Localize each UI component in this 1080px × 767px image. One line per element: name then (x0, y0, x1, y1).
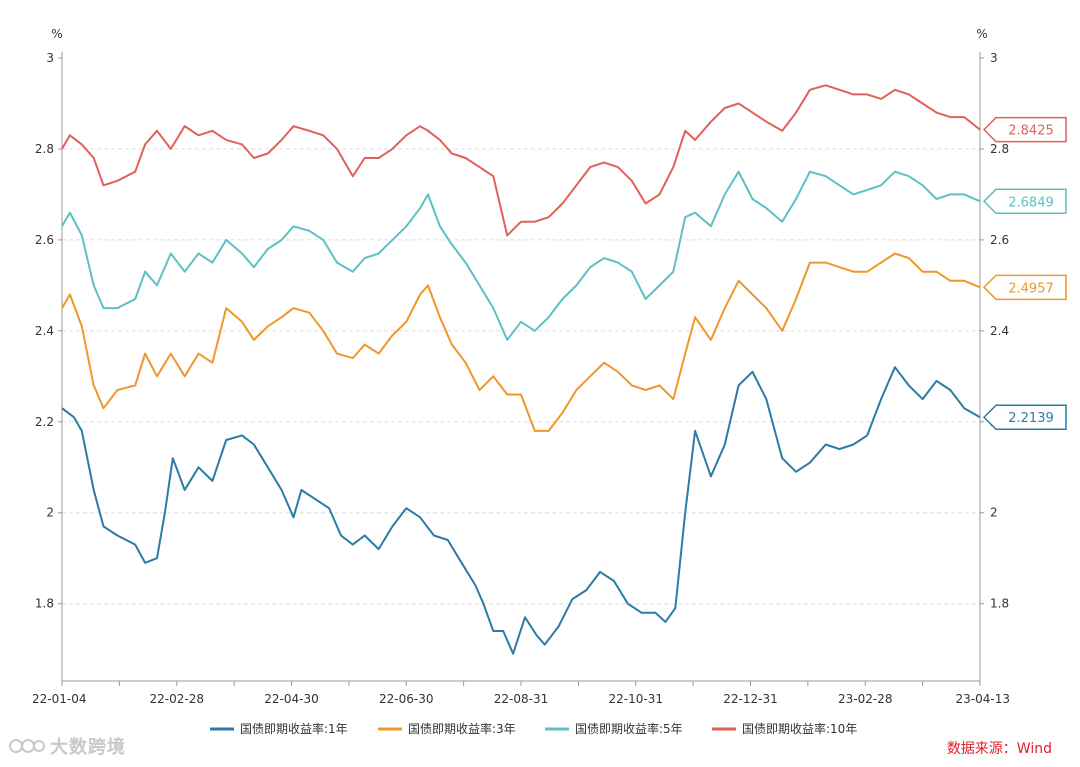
y-tick-label-left: 2.6 (35, 233, 54, 247)
y-tick-label-left: 3 (46, 51, 54, 65)
series-lines (61, 84, 981, 655)
y-axis-right: %1.822.22.42.62.83 (976, 27, 1009, 611)
x-tick-label: 22-12-31 (723, 692, 777, 706)
end-label-value-4: 2.8425 (1008, 124, 1054, 139)
legend-label-2: 国债即期收益率:3年 (408, 721, 516, 736)
y-tick-label-right: 2.6 (990, 233, 1009, 247)
y-tick-label-left: 2.2 (35, 415, 54, 429)
y-axis-left: % 1.8 2 2.2 2.4 2.6 2.8 3 (35, 27, 63, 611)
watermark-text: 大数跨境 (50, 737, 126, 758)
x-tick-label: 22-04-30 (264, 692, 318, 706)
end-label-box-1 (982, 404, 1067, 430)
watermark-logo: 大数跨境 (8, 733, 126, 759)
x-tick-label: 23-02-28 (838, 692, 892, 706)
legend: 国债即期收益率:1年 国债即期收益率:3年 国债即期收益率:5年 国债即期收益率:10… (210, 721, 857, 736)
y-tick-label-right: 3 (990, 51, 998, 65)
end-label-value-2: 2.4957 (1008, 281, 1054, 296)
axes (61, 52, 981, 682)
end-label-box-4 (982, 116, 1067, 143)
end-value-labels: 2.2139 2.4957 2.6849 2.8425 (982, 116, 1067, 430)
x-tick-label: 22-01-04 (32, 692, 86, 706)
x-tick-label: 22-08-31 (494, 692, 548, 706)
end-label-value-1: 2.2139 (1008, 411, 1054, 426)
logo-icon (9, 739, 45, 753)
end-label-box-3 (982, 188, 1067, 215)
y-tick-label-right: 2.4 (990, 324, 1009, 338)
y-tick-label-right: 1.8 (990, 597, 1009, 611)
legend-label-4: 国债即期收益率:10年 (742, 721, 857, 736)
data-source: 数据来源：Wind (946, 741, 1052, 757)
x-tick-label: 22-06-30 (379, 692, 433, 706)
grid-lines (62, 148, 980, 605)
y-tick-label-left: 2.8 (35, 142, 54, 156)
y-unit-label-left: % (51, 27, 62, 41)
y-unit-label-right: % (976, 27, 987, 41)
legend-label-1: 国债即期收益率:1年 (240, 721, 348, 736)
legend-label-3: 国债即期收益率:5年 (575, 721, 683, 736)
end-label-value-3: 2.6849 (1008, 195, 1054, 210)
series-line-1 (61, 366, 981, 655)
x-tick-label: 22-02-28 (150, 692, 204, 706)
series-line-3 (61, 170, 981, 341)
y-tick-label-left: 1.8 (35, 597, 54, 611)
y-tick-label-left: 2 (46, 506, 54, 520)
series-line-4 (61, 84, 981, 237)
y-tick-label-right: 2 (990, 506, 998, 520)
end-label-box-2 (982, 274, 1067, 301)
y-tick-label-left: 2.4 (35, 324, 54, 338)
x-tick-label: 22-10-31 (609, 692, 663, 706)
x-axis: 22-01-04 22-02-28 22-04-30 22-06-30 22-08-31… (32, 681, 1010, 706)
series-line-2 (61, 252, 981, 432)
x-tick-label: 23-04-13 (956, 692, 1010, 706)
y-tick-label-right: 2.8 (990, 142, 1009, 156)
